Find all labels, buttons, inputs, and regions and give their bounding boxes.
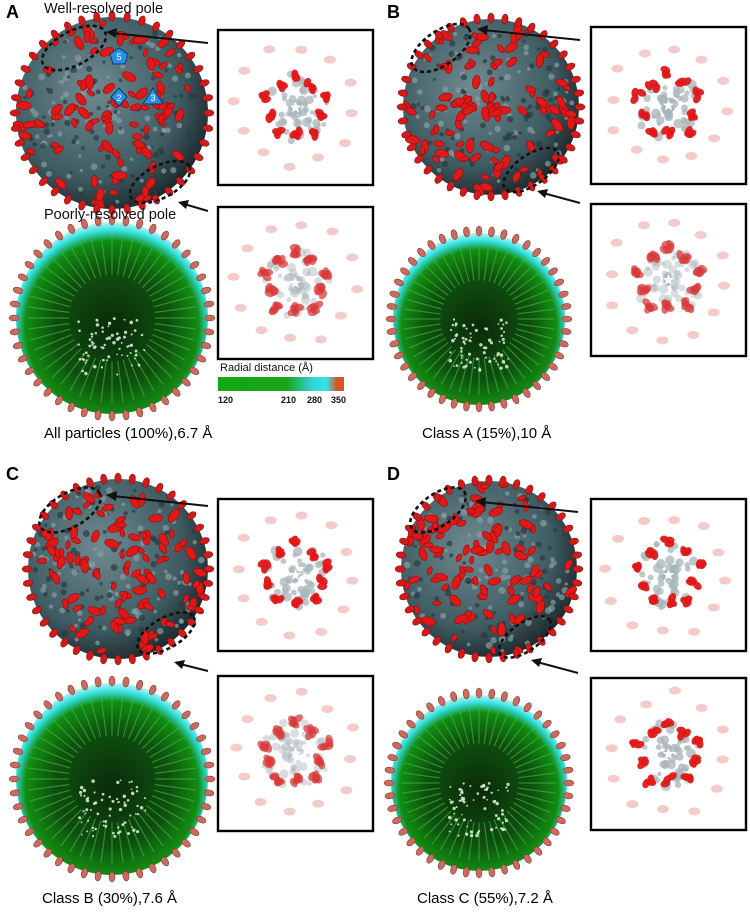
marker-3-label: 3	[150, 93, 155, 103]
arrow-to-poorly-resolved-inset	[531, 658, 579, 674]
poorly-resolved-pole-ellipse	[497, 615, 553, 659]
panel-d-graphics	[383, 474, 748, 879]
inset-well-resolved	[216, 28, 375, 187]
capsid-surface-top	[396, 12, 586, 202]
colorbar-title: Radial distance (Å)	[220, 362, 313, 374]
colorbar-tick-350: 350	[331, 395, 347, 405]
capsid-cross-section-bottom	[383, 687, 575, 879]
inset-poorly-resolved	[216, 205, 375, 361]
inset-well-resolved	[589, 497, 748, 653]
panel-letter: A	[6, 2, 19, 22]
panel-letter: C	[6, 464, 19, 484]
arrow-to-well-resolved-inset	[106, 491, 209, 507]
poorly-resolved-pole-ellipse	[502, 146, 560, 194]
well-resolved-pole-ellipse	[410, 22, 472, 74]
capsid-cross-section-bottom	[8, 675, 216, 883]
panel-letter: B	[387, 2, 400, 22]
arrow-to-poorly-resolved-inset	[174, 660, 209, 672]
well-resolved-pole-label: Well-resolved pole	[44, 1, 164, 17]
panel-c: C Class B (30%),7.6 Å	[0, 456, 375, 912]
colorbar-tick-210: 210	[281, 395, 297, 405]
panel-caption: All particles (100%),6.7 Å	[44, 425, 213, 442]
colorbar-tick-120: 120	[218, 395, 234, 405]
inset-well-resolved	[216, 497, 375, 653]
symmetry-marker-2fold: 2	[110, 87, 128, 107]
symmetry-marker-5fold: 5	[109, 47, 129, 65]
capsid-surface-top	[9, 10, 215, 216]
marker-5-label: 5	[116, 52, 121, 62]
panel-d: D Class C (55%),7.2 Å	[375, 456, 750, 912]
radial-distance-colorbar: Radial distance (Å) 120 210 280 350	[218, 362, 348, 412]
arrow-to-well-resolved-inset	[106, 28, 209, 44]
panel-a: 5 2 3 A Well-resolved pole Po	[0, 0, 375, 456]
panel-b: B Class A (15%),10 Å	[375, 0, 750, 456]
arrow-to-poorly-resolved-inset	[178, 200, 209, 212]
capsid-cross-section-bottom	[8, 214, 216, 422]
symmetry-marker-3fold: 3	[142, 87, 164, 105]
marker-2-label: 2	[116, 93, 121, 103]
poorly-resolved-pole-ellipse	[135, 611, 197, 655]
colorbar-gradient	[218, 377, 344, 391]
panel-caption: Class A (15%),10 Å	[422, 425, 552, 442]
arrow-to-poorly-resolved-inset	[537, 189, 581, 204]
inset-poorly-resolved	[589, 676, 748, 832]
well-resolved-pole-ellipse	[38, 486, 102, 534]
colorbar-tick-280: 280	[307, 395, 323, 405]
panel-a-graphics: 5 2 3	[8, 10, 375, 422]
well-resolved-pole-ellipse	[408, 486, 468, 534]
poorly-resolved-pole-label: Poorly-resolved pole	[44, 207, 177, 223]
capsid-cross-section-bottom	[385, 225, 573, 413]
inset-poorly-resolved	[589, 202, 748, 358]
inset-poorly-resolved	[216, 674, 375, 833]
arrow-to-well-resolved-inset	[477, 25, 581, 41]
panel-b-graphics	[385, 12, 748, 413]
panel-caption: Class B (30%),7.6 Å	[42, 890, 178, 907]
arrow-to-well-resolved-inset	[475, 497, 579, 513]
inset-well-resolved	[589, 25, 748, 186]
panel-caption: Class C (55%),7.2 Å	[417, 890, 553, 907]
capsid-surface-top	[21, 472, 215, 666]
panel-c-graphics	[8, 472, 375, 883]
well-resolved-pole-ellipse	[40, 24, 108, 72]
panel-letter: D	[387, 464, 400, 484]
